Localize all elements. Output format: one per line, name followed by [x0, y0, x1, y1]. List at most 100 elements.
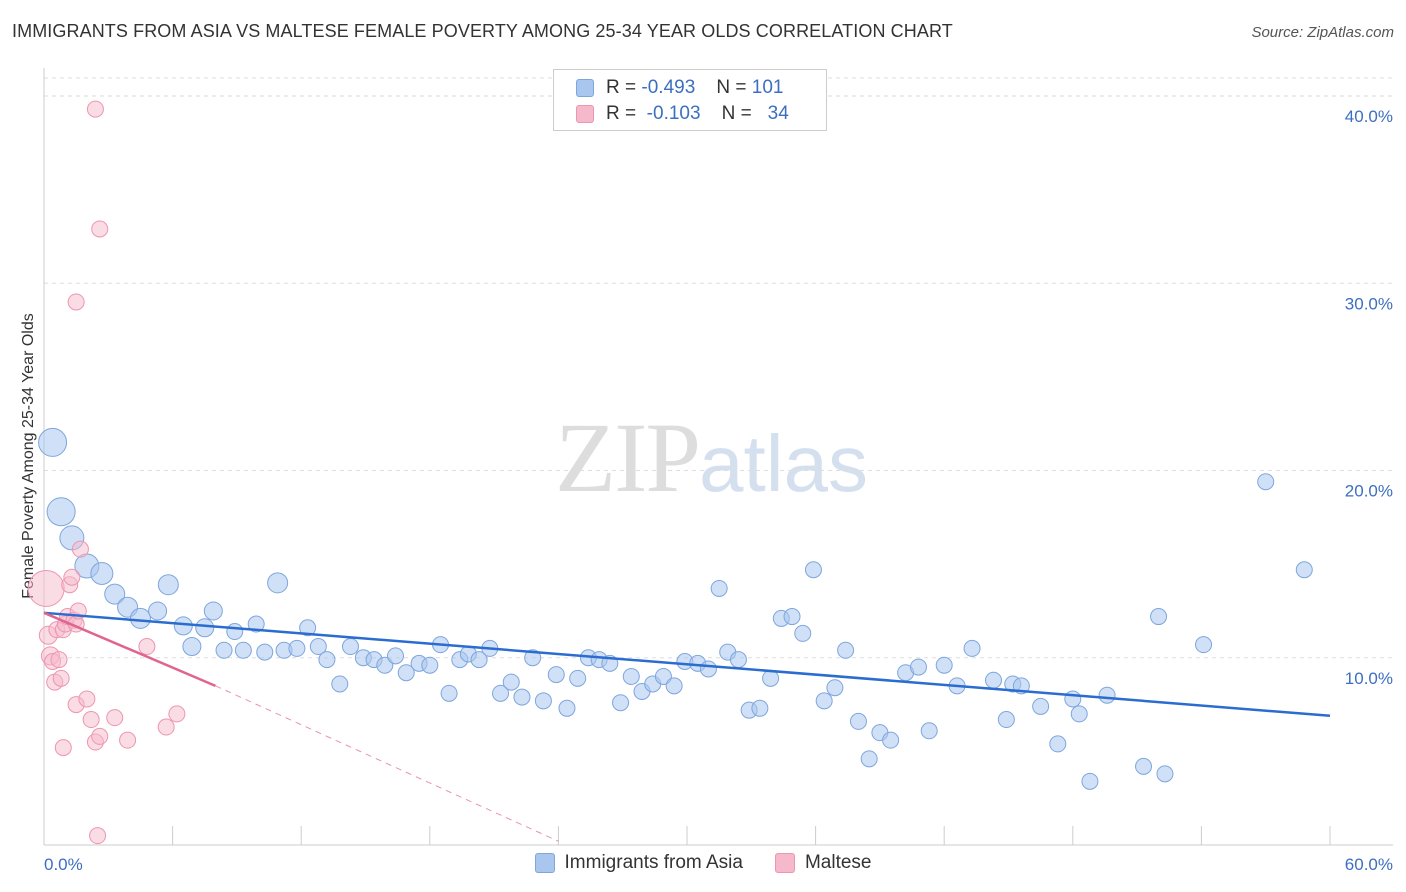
asia-point [837, 641, 855, 659]
y-tick-label: 40.0% [1345, 107, 1393, 126]
asia-point [826, 679, 844, 697]
legend-swatch-maltese [576, 105, 594, 123]
asia-point [547, 666, 565, 684]
legend-swatch-asia [576, 79, 594, 97]
asia-point [665, 677, 683, 695]
series-legend-maltese[interactable]: Maltese [774, 852, 872, 874]
asia-point [129, 607, 151, 629]
maltese-trend-line [43, 611, 216, 687]
legend-n-label: N = [716, 77, 747, 98]
asia-point [815, 692, 833, 710]
asia-point [38, 427, 68, 457]
asia-point [440, 684, 458, 702]
maltese-trend-extension [215, 685, 559, 842]
asia-point [984, 671, 1002, 689]
maltese-point [91, 220, 109, 238]
asia-point [46, 497, 76, 527]
legend-n-value: 34 [767, 103, 789, 124]
asia-point [470, 651, 488, 669]
asia-point [421, 656, 439, 674]
asia-point [492, 684, 510, 702]
asia-point [331, 675, 349, 693]
asia-point [1081, 772, 1099, 790]
x-tick-label: 60.0% [1345, 855, 1393, 874]
asia-point [935, 656, 953, 674]
series-legend: Immigrants from Asia Maltese [0, 852, 1406, 874]
series-legend-asia[interactable]: Immigrants from Asia [534, 852, 743, 874]
asia-point [882, 731, 900, 749]
asia-point [849, 712, 867, 730]
legend-r-label: R = [606, 103, 637, 124]
asia-point [513, 688, 531, 706]
maltese-point [168, 705, 186, 723]
asia-point [1150, 608, 1168, 626]
maltese-point [67, 293, 85, 311]
asia-point [299, 619, 317, 637]
asia-point [699, 660, 717, 678]
legend-row-asia: R = -0.493 N = 101 [576, 76, 783, 100]
maltese-point [63, 568, 81, 586]
asia-point [341, 638, 359, 656]
asia-point [997, 711, 1015, 729]
asia-point [1195, 636, 1213, 654]
asia-point [397, 664, 415, 682]
legend-r-label: R = [606, 77, 637, 98]
maltese-point [54, 739, 72, 757]
maltese-point [82, 711, 100, 729]
asia-point [710, 579, 728, 597]
asia-point [860, 750, 878, 768]
maltese-point [91, 727, 109, 745]
maltese-point [52, 669, 70, 687]
asia-point [569, 669, 587, 687]
series-label-asia: Immigrants from Asia [564, 852, 743, 873]
maltese-point [106, 709, 124, 727]
asia-point [762, 669, 780, 687]
maltese-point [138, 638, 156, 656]
asia-point [804, 561, 822, 579]
y-tick-label: 10.0% [1345, 669, 1393, 688]
source-label: Source: ZipAtlas.com [1251, 24, 1394, 41]
maltese-point [157, 718, 175, 736]
asia-point [309, 638, 327, 656]
asia-point [1257, 473, 1275, 491]
asia-point [215, 641, 233, 659]
asia-point [654, 667, 672, 685]
maltese-point [27, 569, 65, 607]
series-swatch-maltese [774, 853, 795, 873]
asia-point [203, 601, 223, 621]
chart-title: IMMIGRANTS FROM ASIA VS MALTESE FEMALE P… [12, 21, 953, 41]
maltese-point [86, 100, 104, 118]
asia-point [148, 601, 168, 621]
asia-point [318, 651, 336, 669]
asia-point [90, 561, 114, 585]
asia-point [622, 667, 640, 685]
asia-point [1070, 705, 1088, 723]
asia-point [1064, 690, 1082, 708]
asia-point [1295, 561, 1313, 579]
asia-point [182, 637, 202, 657]
asia-point [920, 722, 938, 740]
asia-point [534, 692, 552, 710]
x-tick-label: 0.0% [44, 855, 83, 874]
series-label-maltese: Maltese [804, 852, 872, 873]
asia-point [783, 608, 801, 626]
asia-point [524, 649, 542, 667]
maltese-point [71, 540, 89, 558]
asia-point [909, 658, 927, 676]
asia-point [247, 615, 265, 633]
watermark-zip: ZIP [555, 402, 701, 513]
legend-n-label: N = [721, 103, 752, 124]
asia-point [729, 651, 747, 669]
series-swatch-asia [534, 853, 555, 873]
asia-point [256, 643, 274, 661]
watermark: ZIPatlas [555, 400, 868, 515]
asia-trend-line [43, 611, 1331, 718]
legend-r-value: -0.103 [646, 103, 701, 124]
watermark-atlas: atlas [699, 419, 868, 508]
legend-n-value: 101 [751, 77, 784, 98]
asia-point [1156, 765, 1174, 783]
asia-point [226, 623, 244, 641]
maltese-point [50, 651, 68, 669]
asia-point [1032, 697, 1050, 715]
